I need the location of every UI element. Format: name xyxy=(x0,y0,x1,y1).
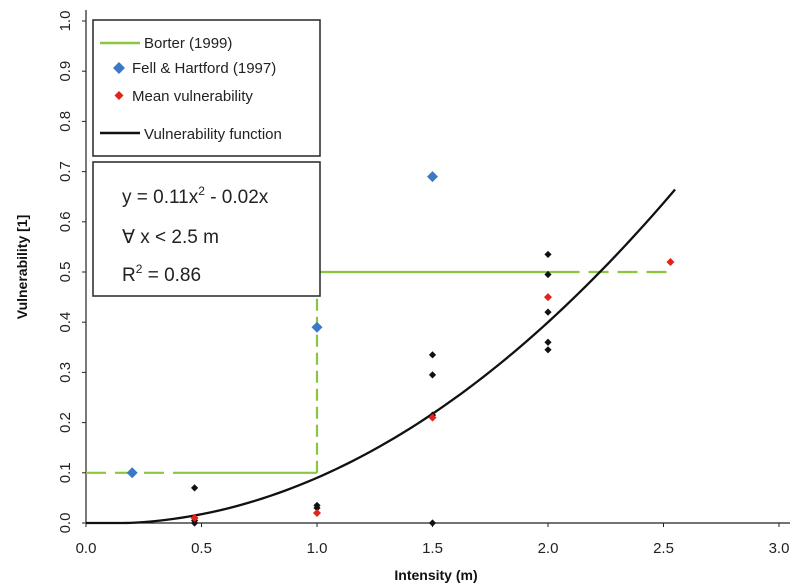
observation-point xyxy=(428,351,437,359)
legend-label-function: Vulnerability function xyxy=(144,126,282,143)
legend-marker-fell xyxy=(113,62,125,74)
x-tick-labels: 0.0 0.5 1.0 1.5 2.0 2.5 3.0 xyxy=(76,523,790,557)
domain-text: ∀ x < 2.5 m xyxy=(122,227,219,248)
legend-label-mean: Mean vulnerability xyxy=(132,88,253,105)
y-tick-labels: 0.0 0.1 0.2 0.3 0.4 0.5 0.6 0.7 0.8 0.9 1.0 xyxy=(57,11,86,534)
plot-area xyxy=(86,171,676,527)
observation-point xyxy=(428,371,437,379)
y-tick-label: 0.2 xyxy=(57,412,74,433)
y-tick-label: 0.3 xyxy=(57,362,74,383)
fell-hartford-point xyxy=(427,171,438,183)
y-tick-label: 0.5 xyxy=(57,262,74,283)
legend-label-fell: Fell & Hartford (1997) xyxy=(132,60,276,77)
equation-box: y = 0.11x2 - 0.02x ∀ x < 2.5 m R2 = 0.86 xyxy=(92,161,321,297)
legend-label-borter: Borter (1999) xyxy=(144,35,232,52)
mean-vulnerability-point xyxy=(428,413,437,422)
x-tick-label: 3.0 xyxy=(769,540,790,557)
observation-point xyxy=(544,270,552,279)
x-tick-label: 0.5 xyxy=(191,540,212,557)
observation-point xyxy=(428,519,437,527)
fell-hartford-point xyxy=(311,321,323,333)
x-tick-label: 0.0 xyxy=(76,540,97,557)
x-axis-title: Intensity (m) xyxy=(394,567,477,583)
y-tick-label: 0.0 xyxy=(57,513,74,534)
x-tick-label: 2.5 xyxy=(653,540,674,557)
mean-vulnerability-point xyxy=(313,508,321,517)
observation-point xyxy=(544,346,552,354)
observation-point xyxy=(544,250,552,259)
y-tick-label: 0.7 xyxy=(57,161,74,182)
x-tick-label: 1.0 xyxy=(307,540,328,557)
y-tick-label: 0.1 xyxy=(57,462,74,483)
y-tick-label: 1.0 xyxy=(57,11,74,32)
equation-text: y = 0.11x2 - 0.02x xyxy=(122,184,269,208)
y-tick-label: 0.8 xyxy=(57,111,74,132)
observation-point xyxy=(544,338,552,346)
observation-point xyxy=(544,308,552,316)
fell-hartford-point xyxy=(126,467,138,479)
y-tick-label: 0.9 xyxy=(57,61,74,82)
y-tick-label: 0.4 xyxy=(57,312,74,333)
legend-marker-mean xyxy=(114,91,124,100)
x-tick-label: 2.0 xyxy=(538,540,559,557)
observation-point xyxy=(190,484,199,492)
legend: Borter (1999) Fell & Hartford (1997) Mea… xyxy=(92,19,321,157)
x-tick-label: 1.5 xyxy=(422,540,443,557)
vulnerability-function-curve xyxy=(86,188,676,525)
y-axis-title: Vulnerability [1] xyxy=(14,215,30,320)
equation-box-frame xyxy=(92,161,321,297)
r-squared-text: R2 = 0.86 xyxy=(122,262,201,286)
observation-point xyxy=(313,504,321,512)
mean-vulnerability-point xyxy=(544,293,552,302)
mean-vulnerability-point xyxy=(190,513,199,522)
mean-vulnerability-point xyxy=(666,257,675,266)
y-tick-label: 0.6 xyxy=(57,211,74,232)
